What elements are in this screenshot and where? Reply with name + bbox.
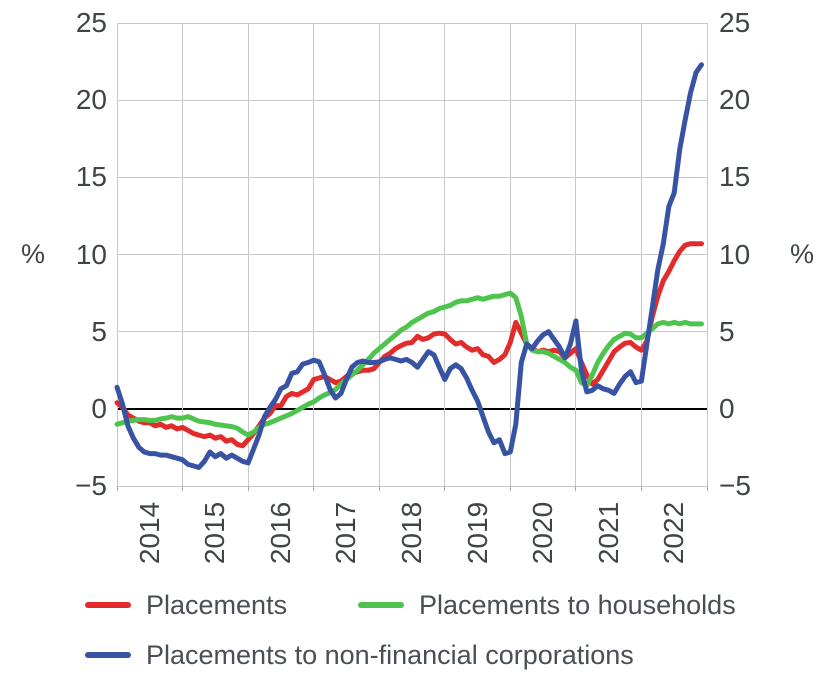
gridline-h xyxy=(117,254,707,255)
axis-tick xyxy=(378,486,380,491)
plot-area xyxy=(114,22,708,491)
y-tick-label-right: 0 xyxy=(719,392,735,424)
axis-tick xyxy=(640,486,642,491)
x-tick-label: 2019 xyxy=(461,501,493,565)
x-tick-label: 2017 xyxy=(330,501,362,565)
legend-label-nfc: Placements to non-financial corporations xyxy=(146,639,634,670)
y-tick-label-right: 15 xyxy=(719,161,751,193)
gridline-v xyxy=(509,23,511,486)
gridline-v xyxy=(182,23,184,486)
x-tick-label: 2021 xyxy=(592,501,624,565)
y-tick-label-left: 20 xyxy=(75,84,107,116)
y-tick-label-left: 0 xyxy=(91,392,107,424)
y-axis-unit-right: % xyxy=(789,239,814,269)
gridline-h xyxy=(117,331,707,333)
placements-to-households-line xyxy=(114,290,704,438)
x-tick-label: 2020 xyxy=(527,501,559,565)
legend-item-households: Placements to households xyxy=(358,588,736,622)
axis-tick xyxy=(313,486,315,491)
axis-tick xyxy=(706,486,708,491)
legend-item-placements: Placements xyxy=(85,588,287,622)
y-axis-unit-left: % xyxy=(20,239,45,269)
y-tick-label-right: 20 xyxy=(719,84,751,116)
y-tick-label-right: 5 xyxy=(719,315,735,347)
placements-line xyxy=(114,241,704,449)
gridline-v xyxy=(378,23,380,486)
y-tick-label-left: 25 xyxy=(75,7,107,38)
zero-line xyxy=(117,407,707,410)
y-tick-label-right: 10 xyxy=(719,238,751,270)
series-svg xyxy=(114,62,704,470)
gridline-v xyxy=(706,23,708,486)
axis-tick xyxy=(247,486,249,491)
gridline-h xyxy=(117,22,707,24)
x-tick-label: 2022 xyxy=(658,501,690,565)
x-tick-label: 2018 xyxy=(396,501,427,565)
y-tick-label-left: 5 xyxy=(91,315,107,347)
gridline-h xyxy=(117,99,707,101)
legend-label-placements: Placements xyxy=(146,589,288,620)
legend-item-nfc: Placements to non-financial corporations xyxy=(85,638,634,672)
y-tick-label-left: 10 xyxy=(75,238,107,270)
gridline-v xyxy=(640,23,642,486)
y-tick-label-right: 25 xyxy=(719,7,751,38)
gridline-v xyxy=(116,23,118,486)
x-tick-label: 2014 xyxy=(133,501,165,565)
gridline-v xyxy=(313,23,315,486)
axis-tick xyxy=(575,486,577,491)
axis-tick xyxy=(182,486,184,491)
legend-label-households: Placements to households xyxy=(419,589,736,620)
axis-tick xyxy=(509,486,511,491)
y-tick-label-right: −5 xyxy=(719,470,751,501)
gridline-h xyxy=(117,485,707,487)
gridline-v xyxy=(247,23,249,486)
placements-to-nfc-line xyxy=(114,62,704,470)
axis-tick xyxy=(116,486,118,491)
y-tick-label-left: −5 xyxy=(75,470,107,501)
gridline-v xyxy=(444,23,446,486)
legend-swatch-placements xyxy=(85,602,131,608)
legend-swatch-households xyxy=(358,602,404,608)
gridline-h xyxy=(117,176,707,178)
gridline-v xyxy=(575,23,577,486)
axis-tick xyxy=(444,486,446,491)
legend-swatch-nfc xyxy=(85,652,131,658)
x-tick-label: 2016 xyxy=(264,501,296,565)
x-tick-label: 2015 xyxy=(199,501,231,565)
y-tick-label-left: 15 xyxy=(75,161,107,193)
